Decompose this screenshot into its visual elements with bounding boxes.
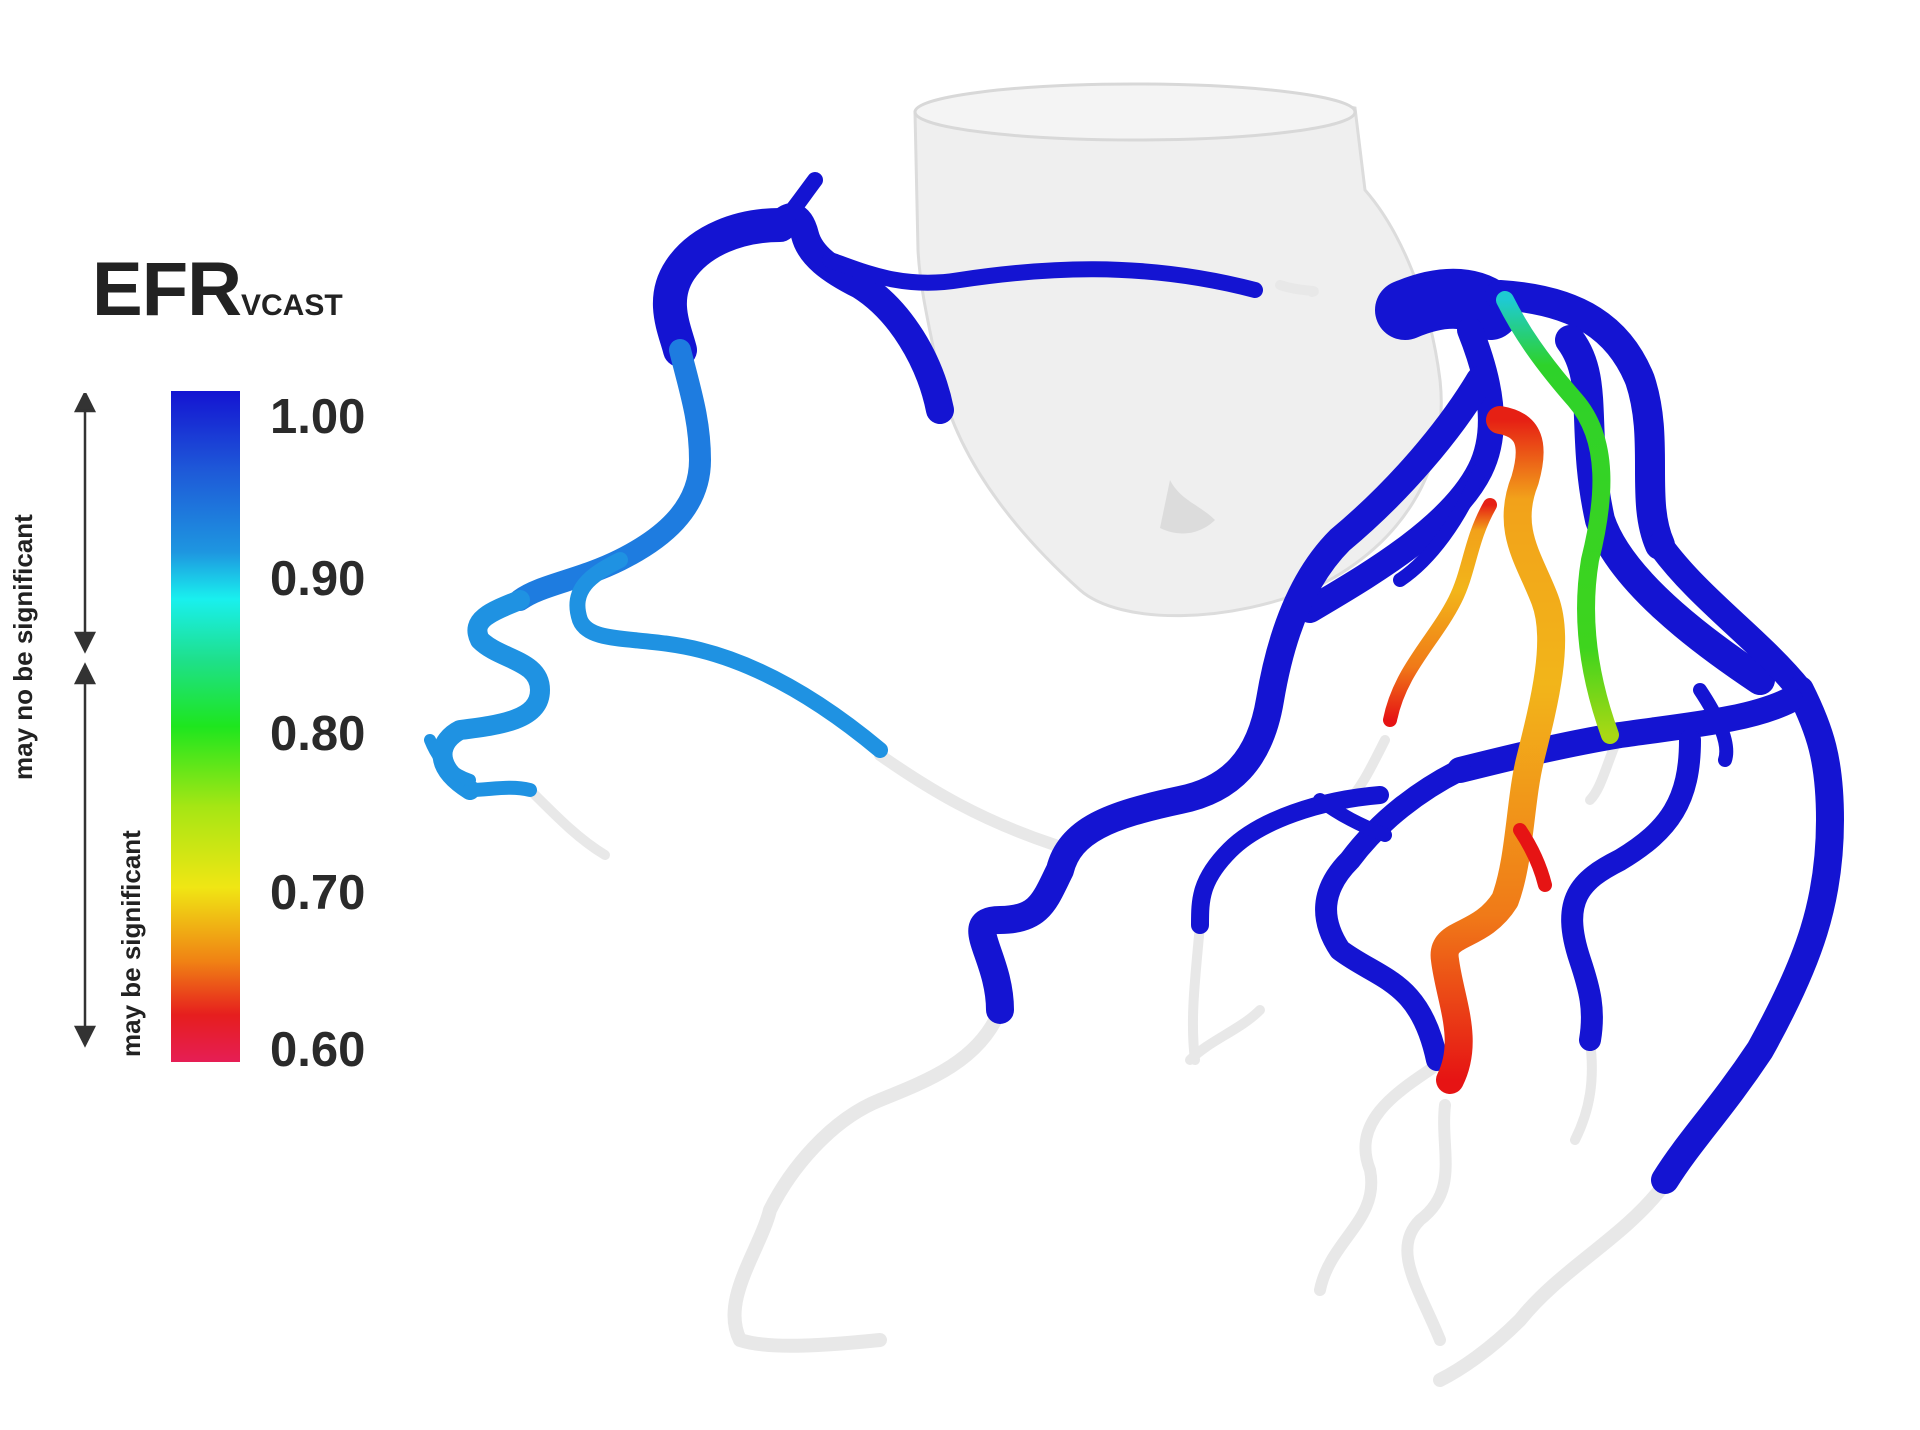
tick-label-0-70: 0.70 (270, 866, 366, 920)
legend-title: EFRVCAST (92, 252, 343, 328)
significance-arrows (73, 393, 97, 1048)
legend-title-sub: VCAST (241, 289, 343, 322)
tick-label-0-90: 0.90 (270, 552, 366, 606)
label-may-not-be-significant: may no be significant (8, 514, 38, 780)
arrowhead-up-icon (73, 662, 97, 685)
heart-silhouette (913, 82, 1443, 618)
label-may-be-significant: may be significant (116, 830, 146, 1057)
tick-label-0-60: 0.60 (270, 1023, 366, 1077)
tick-label-0-80: 0.80 (270, 707, 366, 761)
left-coronary-artery (968, 268, 1844, 1194)
tick-label-1-00: 1.00 (270, 390, 366, 444)
distal-vessels-uncolored (525, 280, 1667, 1387)
legend-title-main: EFR (92, 247, 242, 332)
arrowhead-down-icon (73, 631, 97, 654)
arrowhead-up-icon (73, 393, 97, 413)
right-coronary-artery (424, 172, 1263, 800)
color-scale-bar (171, 391, 240, 1062)
arrowhead-down-icon (73, 1025, 97, 1048)
